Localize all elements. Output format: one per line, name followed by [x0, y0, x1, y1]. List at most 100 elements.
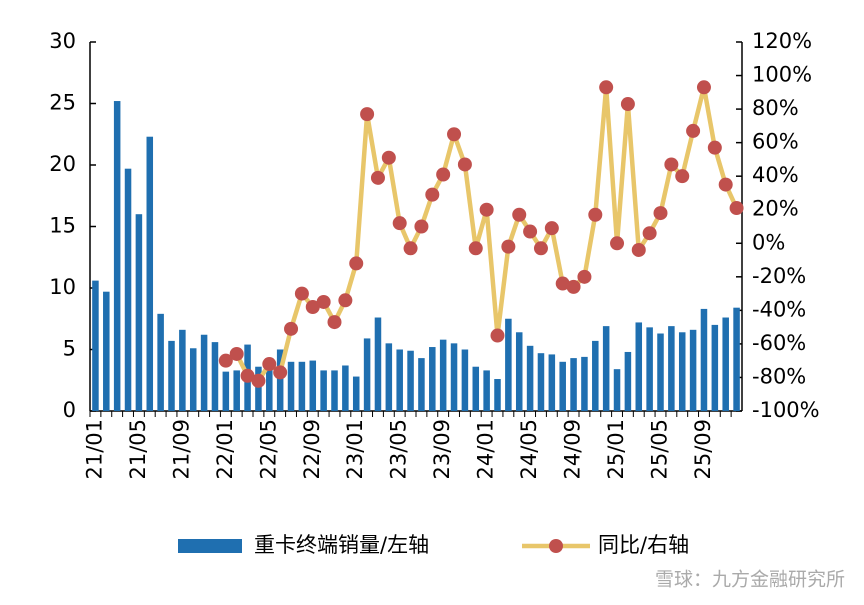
bar: [635, 322, 643, 411]
bar: [352, 376, 360, 411]
line-marker: [501, 239, 516, 254]
y2-tick-label: -20%: [752, 264, 806, 288]
bar: [483, 370, 490, 411]
bar: [613, 369, 621, 411]
bar: [113, 101, 121, 411]
bar: [700, 308, 708, 411]
line-marker: [284, 321, 299, 336]
bar: [374, 317, 382, 411]
line-marker: [392, 216, 407, 231]
bar: [135, 214, 143, 411]
x-tick-label: 21/01: [82, 419, 106, 480]
x-tick-label: 25/09: [691, 419, 715, 480]
line-marker: [338, 293, 353, 308]
bar: [581, 356, 588, 411]
y-tick-label: 0: [63, 398, 76, 422]
bar: [103, 291, 110, 411]
x-tick-label: 23/09: [430, 419, 454, 480]
line-marker: [327, 315, 342, 330]
bar: [407, 350, 414, 411]
line-marker: [457, 157, 472, 172]
bar: [494, 379, 501, 411]
bar: [678, 332, 686, 411]
line-marker: [523, 224, 538, 239]
y-tick-label: 10: [49, 275, 76, 299]
line-marker: [675, 169, 690, 184]
y2-tick-label: 120%: [752, 29, 812, 53]
y2-tick-label: 60%: [752, 130, 799, 154]
legend-marker: [549, 539, 563, 553]
bar: [439, 339, 447, 411]
bar: [461, 349, 469, 411]
line-marker: [305, 300, 320, 315]
bar: [733, 307, 740, 411]
bar: [266, 366, 273, 411]
x-tick-label: 25/01: [604, 419, 628, 480]
x-tick-label: 23/01: [343, 419, 367, 480]
bar: [168, 340, 175, 411]
x-tick-label: 22/01: [213, 419, 237, 480]
y2-tick-label: 40%: [752, 163, 799, 187]
bar: [200, 334, 208, 411]
bar: [526, 345, 534, 411]
line-marker: [577, 269, 592, 284]
x-tick-label: 22/05: [256, 419, 280, 480]
line-marker: [588, 207, 603, 222]
x-tick-label: 21/05: [126, 419, 150, 480]
x-tick-label: 21/09: [169, 419, 193, 480]
bar: [331, 370, 338, 411]
bar: [146, 136, 154, 411]
bar: [124, 168, 132, 411]
bar: [342, 365, 349, 411]
bar: [689, 329, 697, 411]
line-marker: [349, 256, 364, 271]
line-marker: [631, 242, 646, 257]
y-tick-label: 20: [49, 152, 76, 176]
bar: [385, 343, 393, 411]
line-marker: [566, 279, 581, 294]
line-marker: [316, 294, 331, 309]
legend-label: 同比/右轴: [598, 533, 689, 557]
bar: [233, 370, 240, 411]
line-marker: [447, 127, 462, 142]
bar: [624, 351, 632, 411]
x-tick-label: 25/05: [648, 419, 672, 480]
line-marker: [664, 157, 679, 172]
bar: [668, 326, 675, 411]
y-tick-label: 15: [49, 214, 76, 238]
bar: [222, 371, 230, 411]
legend-swatch: [178, 539, 242, 553]
line-marker: [707, 140, 722, 155]
line-marker: [273, 365, 288, 380]
line-marker: [414, 219, 429, 234]
bar: [189, 348, 197, 411]
y-tick-label: 25: [49, 91, 76, 115]
line-marker: [240, 368, 255, 383]
bar: [287, 361, 295, 411]
bar: [537, 353, 545, 411]
bar: [179, 329, 186, 411]
line-marker: [555, 276, 570, 291]
y2-tick-label: 80%: [752, 96, 799, 120]
line-marker: [251, 373, 266, 388]
line-marker: [653, 206, 668, 221]
line-marker: [381, 150, 396, 165]
line-marker: [218, 353, 233, 368]
bar: [309, 360, 317, 411]
bar: [592, 340, 599, 411]
bar: [505, 318, 512, 411]
x-tick-label: 22/09: [300, 419, 324, 480]
bar: [157, 313, 164, 411]
y2-tick-label: 100%: [752, 63, 812, 87]
line-marker: [436, 167, 451, 182]
bar: [570, 358, 577, 411]
x-tick-label: 23/05: [387, 419, 411, 480]
y2-tick-label: -60%: [752, 331, 806, 355]
line-marker: [425, 187, 440, 202]
bar: [722, 317, 729, 411]
y2-tick-label: -100%: [752, 398, 820, 422]
line-marker: [696, 80, 711, 95]
y2-tick-label: -40%: [752, 297, 806, 321]
bar: [429, 347, 436, 411]
